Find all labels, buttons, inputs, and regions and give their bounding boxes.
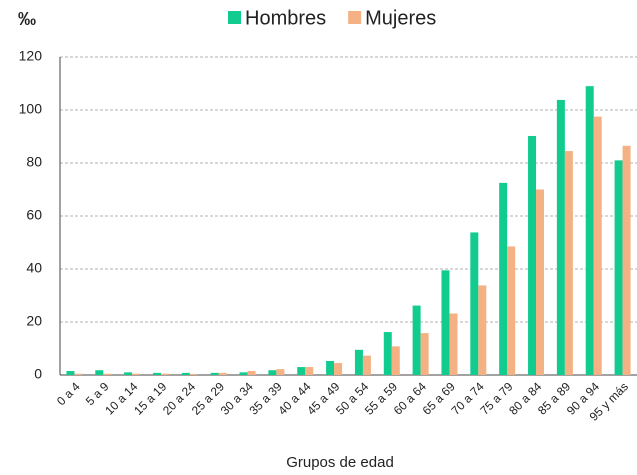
bar bbox=[499, 182, 508, 375]
bar bbox=[334, 363, 343, 375]
legend-label: Mujeres bbox=[365, 7, 436, 29]
bar bbox=[95, 370, 104, 375]
bar bbox=[614, 160, 623, 375]
bar bbox=[383, 332, 392, 375]
bar bbox=[622, 145, 631, 375]
y-tick-label: 20 bbox=[26, 313, 42, 329]
bar bbox=[276, 369, 285, 375]
bar bbox=[189, 373, 198, 375]
bar bbox=[507, 246, 516, 375]
bar bbox=[362, 355, 371, 375]
y-tick-label: 0 bbox=[34, 366, 42, 382]
bar bbox=[305, 367, 314, 375]
legend-label: Hombres bbox=[245, 7, 326, 29]
bar bbox=[132, 373, 141, 375]
bar bbox=[412, 305, 421, 375]
y-tick-label: 60 bbox=[26, 207, 42, 223]
bar bbox=[593, 116, 602, 375]
x-tick-label: 0 a 4 bbox=[54, 379, 83, 408]
bar bbox=[74, 373, 83, 375]
bar bbox=[326, 360, 335, 375]
bar bbox=[124, 372, 133, 375]
y-tick-label: 80 bbox=[26, 154, 42, 170]
bar bbox=[103, 373, 112, 375]
bar bbox=[441, 270, 450, 375]
bar bbox=[239, 372, 248, 375]
bar bbox=[528, 135, 537, 375]
y-axis-label: ‰ bbox=[18, 9, 36, 29]
bar bbox=[420, 333, 429, 375]
bar bbox=[449, 313, 458, 375]
bar bbox=[268, 370, 277, 375]
bar bbox=[354, 349, 363, 375]
bar bbox=[210, 372, 219, 375]
bar bbox=[297, 367, 306, 375]
bar bbox=[160, 373, 169, 375]
bar bbox=[470, 232, 479, 375]
y-tick-label: 100 bbox=[19, 101, 43, 117]
y-tick-label: 120 bbox=[19, 48, 43, 64]
bar bbox=[564, 151, 573, 375]
bar bbox=[152, 372, 161, 375]
bar bbox=[585, 86, 594, 376]
bar bbox=[66, 371, 75, 375]
legend-swatch bbox=[228, 11, 241, 24]
bar bbox=[556, 99, 565, 376]
x-axis-label: Grupos de edad bbox=[286, 454, 394, 471]
bar bbox=[181, 372, 190, 375]
bar bbox=[218, 372, 227, 375]
legend-swatch bbox=[348, 11, 362, 24]
bar bbox=[391, 346, 400, 375]
bar bbox=[247, 371, 256, 375]
y-tick-label: 40 bbox=[26, 260, 42, 276]
bar bbox=[478, 285, 487, 375]
bar bbox=[536, 189, 545, 375]
